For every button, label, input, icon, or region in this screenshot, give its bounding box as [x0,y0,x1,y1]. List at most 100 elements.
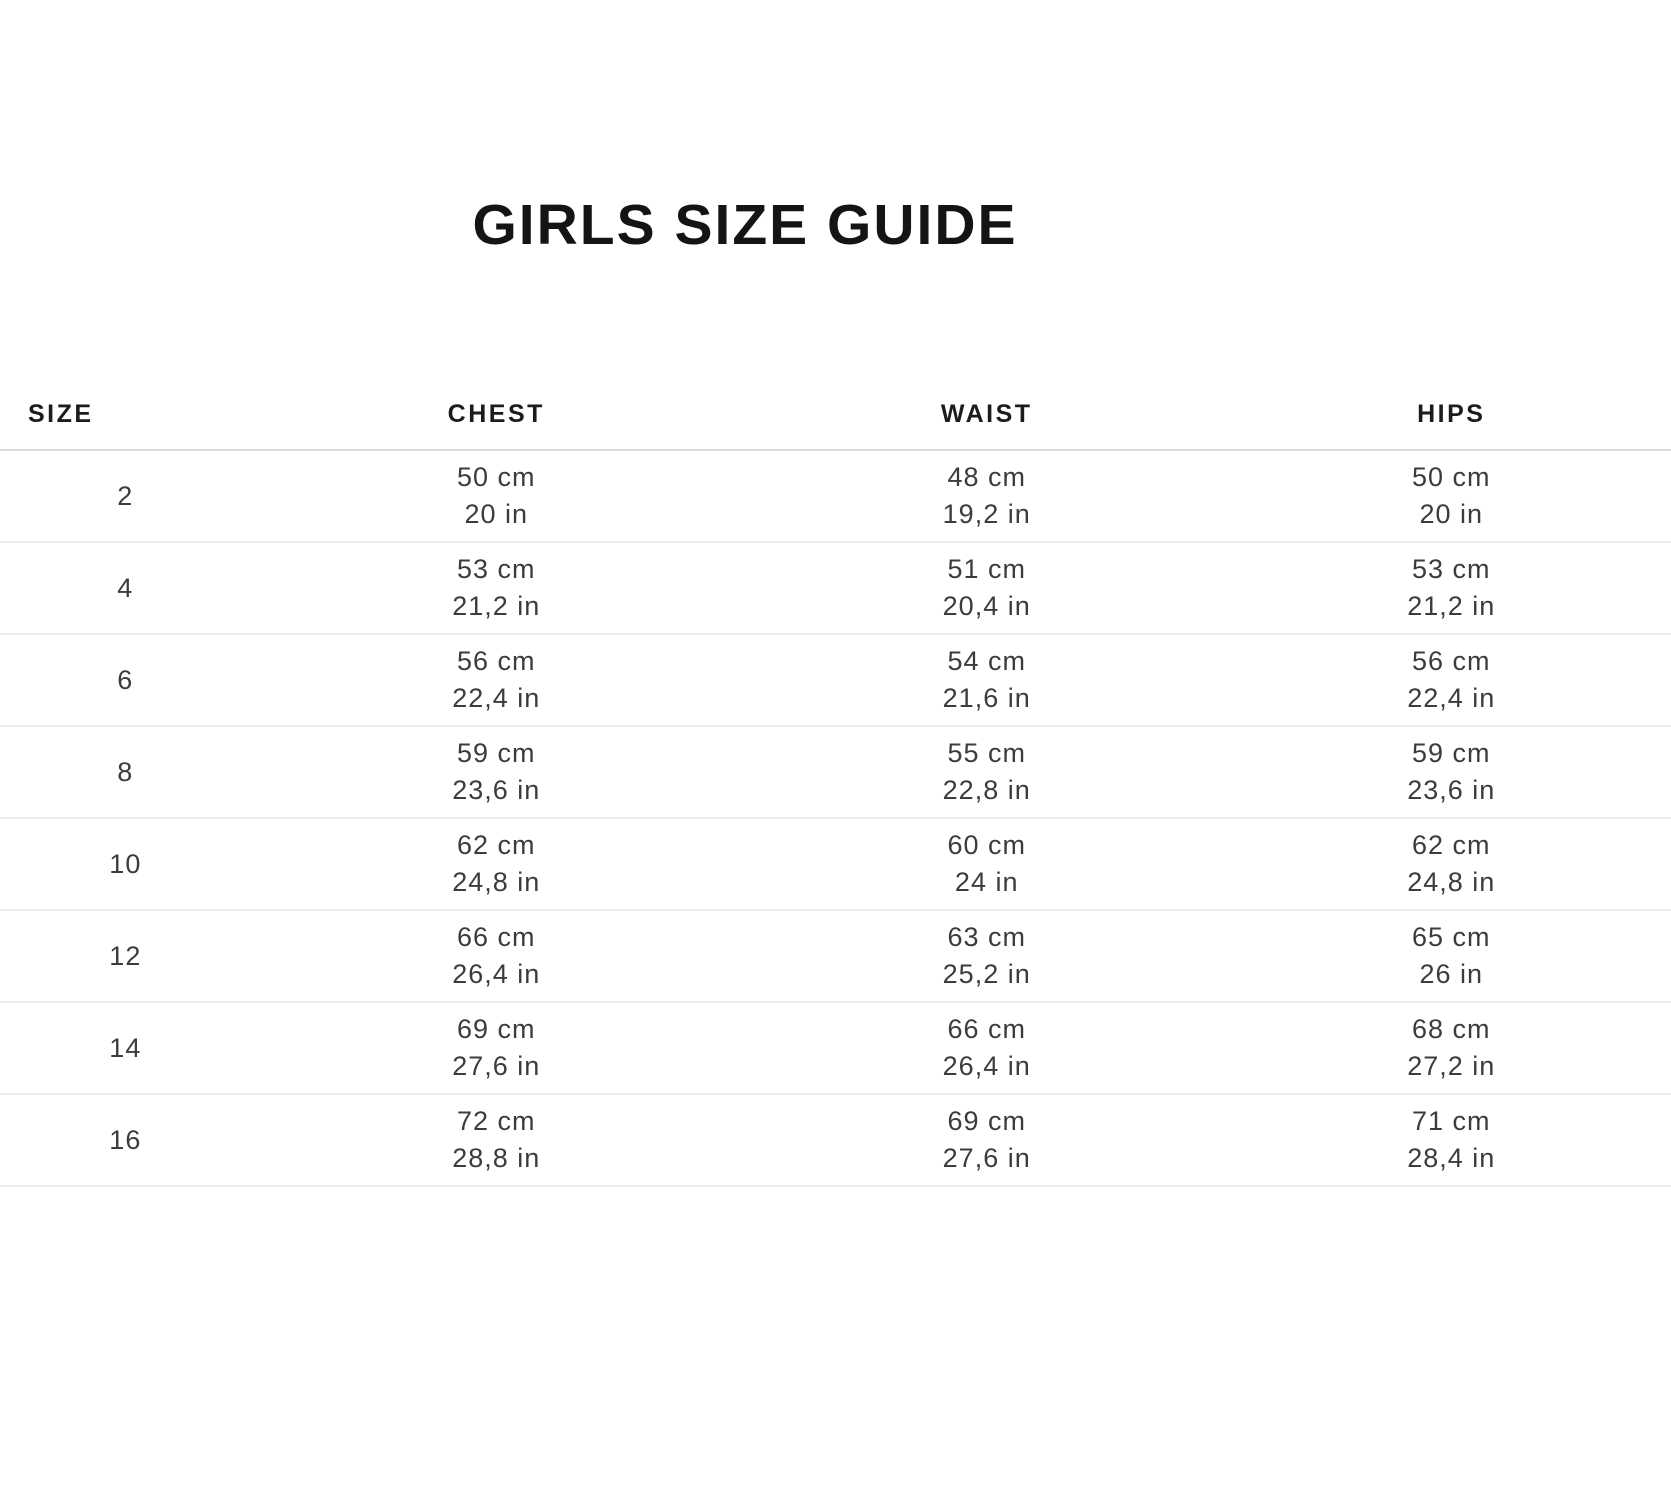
size-value: 16 [109,1124,142,1155]
chest-cm-value: 59 cm [457,738,536,768]
chest-cm-value: 72 cm [457,1106,536,1136]
chest-cell: 59 cm 23,6 in [250,726,742,819]
waist-cm-value: 54 cm [947,646,1026,676]
hips-cell: 71 cm 28,4 in [1231,1094,1671,1187]
column-header-chest: CHEST [250,388,742,451]
hips-cell: 53 cm 21,2 in [1231,542,1671,635]
waist-cell: 54 cm 21,6 in [741,634,1232,727]
size-value: 2 [117,480,134,511]
hips-in-value: 23,6 in [1407,775,1496,805]
table-row: 6 56 cm 22,4 in 54 cm 21,6 in 56 cm 22,4… [0,634,1671,727]
waist-in-value: 20,4 in [942,591,1031,621]
waist-in-value: 24 in [954,867,1019,897]
waist-cm-value: 48 cm [947,462,1026,492]
size-value: 12 [109,940,142,971]
table-row: 10 62 cm 24,8 in 60 cm 24 in 62 cm 24,8 … [0,818,1671,911]
hips-in-value: 20 in [1419,499,1484,529]
size-cell: 10 [0,818,251,911]
chest-cm-value: 53 cm [457,554,536,584]
size-cell: 6 [0,634,251,727]
chest-in-value: 22,4 in [452,683,541,713]
table-row: 2 50 cm 20 in 48 cm 19,2 in 50 cm 20 in [0,450,1671,543]
hips-cm-value: 56 cm [1411,646,1491,676]
waist-cm-value: 69 cm [947,1106,1026,1136]
hips-cell: 62 cm 24,8 in [1231,818,1671,911]
waist-in-value: 26,4 in [942,1051,1031,1081]
size-guide-table: SIZE CHEST WAIST HIPS 2 50 cm 20 in 48 c… [0,388,1671,1187]
hips-cm-value: 53 cm [1411,554,1491,584]
hips-cm-value: 71 cm [1411,1106,1491,1136]
chest-in-value: 24,8 in [452,867,541,897]
chest-cm-value: 50 cm [457,462,536,492]
size-value: 10 [109,848,142,879]
chest-cell: 66 cm 26,4 in [250,910,742,1003]
size-cell: 16 [0,1094,251,1187]
waist-cell: 60 cm 24 in [741,818,1232,911]
hips-in-value: 28,4 in [1407,1143,1496,1173]
chest-cell: 72 cm 28,8 in [250,1094,742,1187]
size-value: 8 [117,756,134,787]
waist-in-value: 21,6 in [942,683,1031,713]
hips-in-value: 27,2 in [1407,1051,1496,1081]
waist-cell: 63 cm 25,2 in [741,910,1232,1003]
waist-in-value: 19,2 in [942,499,1031,529]
table-header-row: SIZE CHEST WAIST HIPS [0,388,1671,451]
size-table-body: 2 50 cm 20 in 48 cm 19,2 in 50 cm 20 in … [0,450,1671,1187]
chest-cell: 50 cm 20 in [250,450,742,543]
waist-cm-value: 66 cm [947,1014,1026,1044]
page-title: GIRLS SIZE GUIDE [472,193,1018,257]
chest-in-value: 27,6 in [452,1051,541,1081]
hips-in-value: 22,4 in [1407,683,1496,713]
size-cell: 2 [0,450,251,543]
chest-cm-value: 69 cm [457,1014,536,1044]
hips-cm-value: 65 cm [1411,922,1491,952]
chest-in-value: 26,4 in [452,959,541,989]
waist-in-value: 25,2 in [942,959,1031,989]
hips-cm-value: 62 cm [1411,830,1491,860]
chest-cm-value: 62 cm [457,830,536,860]
waist-in-value: 22,8 in [942,775,1031,805]
chest-in-value: 21,2 in [452,591,541,621]
size-cell: 8 [0,726,251,819]
size-value: 6 [117,664,134,695]
chest-cell: 56 cm 22,4 in [250,634,742,727]
chest-in-value: 28,8 in [452,1143,541,1173]
waist-cell: 69 cm 27,6 in [741,1094,1232,1187]
table-row: 4 53 cm 21,2 in 51 cm 20,4 in 53 cm 21,2… [0,542,1671,635]
title-container: GIRLS SIZE GUIDE [0,0,1490,258]
table-row: 12 66 cm 26,4 in 63 cm 25,2 in 65 cm 26 … [0,910,1671,1003]
hips-cell: 68 cm 27,2 in [1231,1002,1671,1095]
table-row: 8 59 cm 23,6 in 55 cm 22,8 in 59 cm 23,6… [0,726,1671,819]
waist-cm-value: 63 cm [947,922,1026,952]
chest-cm-value: 66 cm [457,922,536,952]
chest-cell: 62 cm 24,8 in [250,818,742,911]
waist-cell: 66 cm 26,4 in [741,1002,1232,1095]
chest-in-value: 20 in [464,499,529,529]
table-row: 14 69 cm 27,6 in 66 cm 26,4 in 68 cm 27,… [0,1002,1671,1095]
chest-cm-value: 56 cm [457,646,536,676]
hips-cell: 59 cm 23,6 in [1231,726,1671,819]
size-cell: 14 [0,1002,251,1095]
size-value: 4 [117,572,134,603]
hips-cm-value: 50 cm [1411,462,1491,492]
column-header-hips: HIPS [1231,388,1671,451]
chest-cell: 69 cm 27,6 in [250,1002,742,1095]
waist-cm-value: 51 cm [947,554,1026,584]
size-cell: 4 [0,542,251,635]
chest-cell: 53 cm 21,2 in [250,542,742,635]
hips-cell: 50 cm 20 in [1231,450,1671,543]
hips-cm-value: 68 cm [1411,1014,1491,1044]
waist-cm-value: 55 cm [947,738,1026,768]
column-header-size: SIZE [0,388,251,451]
size-value: 14 [109,1032,142,1063]
hips-cm-value: 59 cm [1411,738,1491,768]
waist-in-value: 27,6 in [942,1143,1031,1173]
hips-in-value: 24,8 in [1407,867,1496,897]
waist-cm-value: 60 cm [947,830,1026,860]
waist-cell: 48 cm 19,2 in [741,450,1232,543]
size-cell: 12 [0,910,251,1003]
chest-in-value: 23,6 in [452,775,541,805]
hips-cell: 56 cm 22,4 in [1231,634,1671,727]
hips-in-value: 21,2 in [1407,591,1496,621]
